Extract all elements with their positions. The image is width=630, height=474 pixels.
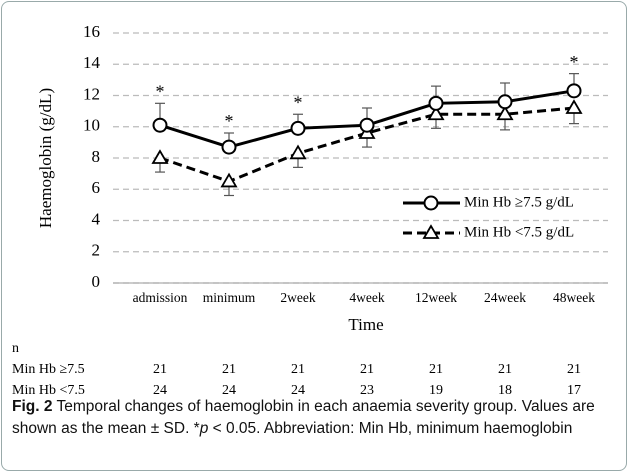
x-tick-label: admission [133,290,188,305]
caption-text: p [199,420,209,437]
y-tick-label: 4 [92,209,101,228]
marker [290,120,306,136]
y-tick-label: 12 [83,84,100,103]
x-tick-label: 12week [415,290,457,305]
table-cell: 21 [567,362,581,377]
table-cell: 24 [291,383,305,398]
legend-label: Min Hb ≥7.5 g/dL [464,194,574,210]
table-cell: 24 [153,383,167,398]
marker [151,149,169,164]
significance-mark: * [570,52,579,72]
table-cell: 17 [567,383,581,398]
y-tick-label: 2 [92,241,101,260]
x-tick-label: 4week [349,290,384,305]
x-axis-label: Time [348,315,383,334]
table-cell: 21 [153,362,167,377]
x-tick-label: 24week [484,290,526,305]
legend-label: Min Hb <7.5 g/dL [464,224,574,240]
significance-mark: * [156,81,165,101]
y-tick-label: 0 [92,272,101,291]
y-tick-label: 16 [83,22,100,41]
marker [566,83,582,99]
marker [359,117,375,133]
y-tick-label: 10 [83,116,100,135]
table-row-label: Min Hb ≥7.5 [12,362,85,377]
table-cell: 18 [498,383,512,398]
marker [427,105,445,121]
table-header: n [12,341,19,356]
table-cell: 19 [429,383,443,398]
chart: Haemoglobin (g/dL) Time n 0246810121416a… [12,22,608,398]
marker [565,99,583,114]
table-cell: 21 [360,362,374,377]
table-row-label: Min Hb <7.5 [12,383,85,398]
table-cell: 23 [360,383,374,398]
marker [422,224,440,239]
caption: Fig. 2 Temporal changes of haemoglobin i… [12,396,620,440]
y-tick-label: 8 [92,147,101,166]
table-cell: 24 [222,383,236,398]
marker [220,172,238,188]
marker [497,94,513,110]
significance-mark: * [225,111,234,131]
y-axis-label: Haemoglobin (g/dL) [36,88,55,228]
x-tick-label: 48week [553,290,595,305]
marker [152,117,168,133]
table-cell: 21 [291,362,305,377]
caption-text: Temporal changes of haemoglobin in each … [12,398,595,437]
marker [428,95,444,111]
caption-text: < 0.05. Abbreviation: Min Hb, minimum ha… [208,420,573,437]
marker [496,105,514,121]
y-tick-label: 14 [83,53,101,72]
marker [423,195,439,211]
y-tick-label: 6 [92,178,101,197]
table-cell: 21 [222,362,236,377]
marker [289,144,307,160]
x-tick-label: minimum [203,290,256,305]
marker [221,139,237,155]
x-tick-label: 2week [280,290,315,305]
significance-mark: * [294,92,303,112]
table-cell: 21 [429,362,443,377]
table-cell: 21 [498,362,512,377]
caption-label: Fig. 2 [12,398,53,415]
